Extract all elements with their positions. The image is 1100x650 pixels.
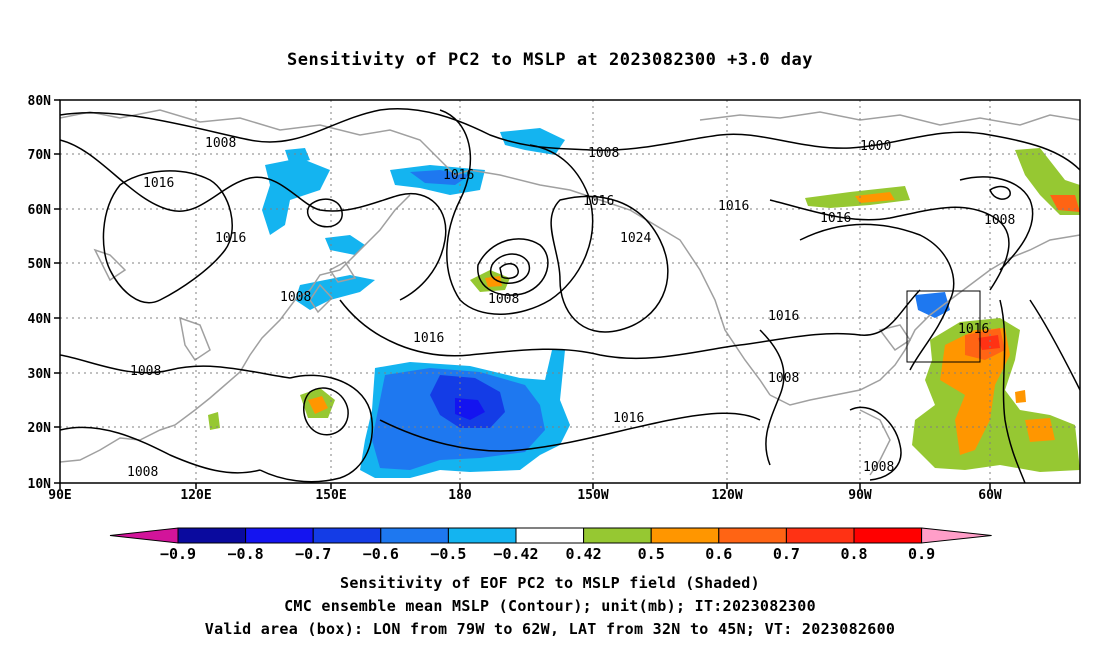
colorbar-segment — [380, 527, 449, 544]
colorbar-right-tip — [921, 527, 992, 544]
grid-lines — [60, 100, 1080, 483]
contour-label: 1016 — [768, 309, 799, 324]
lat-label: 30N — [28, 367, 52, 382]
colorbar-segment — [245, 527, 314, 544]
colorbar-label: −0.42 — [493, 545, 538, 563]
contour-label: 1024 — [620, 231, 651, 246]
negative-sensitivity-north-4 — [325, 235, 365, 255]
contour-label: 1016 — [443, 168, 474, 183]
colorbar-left-tip — [109, 527, 179, 544]
longitude-labels: 90E 120E 150E 180 150W 120W 90W 60W — [48, 488, 1002, 503]
positive-sensitivity-atlantic-east — [1025, 418, 1055, 442]
contour-label: 1008 — [205, 136, 236, 151]
colorbar-label: 0.6 — [705, 545, 732, 563]
caption-valid-area: Valid area (box): LON from 79W to 62W, L… — [204, 620, 896, 638]
contour-label: 1016 — [413, 331, 444, 346]
map-plot-area: 1008 1016 1016 1016 1016 1008 1008 1008 … — [60, 100, 1080, 483]
lon-label: 150E — [315, 488, 346, 503]
positive-sensitivity-small — [208, 412, 220, 430]
colorbar-label: 0.8 — [840, 545, 867, 563]
lon-label: 60W — [978, 488, 1002, 503]
colorbar-segment — [785, 527, 855, 544]
contour-label: 1000 — [860, 139, 891, 154]
contour-label: 1008 — [863, 460, 894, 475]
positive-sensitivity-atlantic-mid — [940, 328, 1010, 455]
positive-sensitivity-atlantic-max — [978, 335, 1000, 350]
colorbar-segment — [177, 527, 247, 544]
colorbar: −0.9 −0.8 −0.7 −0.6 −0.5 −0.42 0.42 0.5 0.6 0.7 0.… — [109, 527, 992, 563]
colorbar-segment — [718, 527, 787, 544]
lon-label: 90E — [48, 488, 71, 503]
positive-sensitivity-canada-core — [855, 192, 895, 203]
axis-ticks — [54, 99, 991, 489]
coastlines — [60, 109, 1080, 476]
colorbar-segment — [312, 527, 382, 544]
contour-label: 1008 — [588, 146, 619, 161]
colorbar-segment — [583, 527, 652, 544]
lat-label: 80N — [28, 94, 52, 109]
contour-label: 1016 — [718, 199, 749, 214]
lon-label: 90W — [848, 488, 872, 503]
contour-label: 1008 — [984, 213, 1015, 228]
colorbar-segment — [515, 527, 585, 544]
caption-shading: Sensitivity of EOF PC2 to MSLP field (Sh… — [340, 574, 760, 592]
contour-label: 1016 — [143, 176, 174, 191]
colorbar-label: −0.5 — [430, 545, 466, 563]
colorbar-label: −0.9 — [160, 545, 196, 563]
contour-label: 1016 — [820, 211, 851, 226]
colorbar-label: 0.7 — [773, 545, 800, 563]
colorbar-segment — [853, 527, 923, 544]
lon-label: 180 — [448, 488, 472, 503]
mslp-contours — [60, 108, 1080, 483]
map-title: Sensitivity of PC2 to MSLP at 2023082300… — [286, 50, 813, 70]
positive-sensitivity-pacific-low-core — [485, 276, 502, 287]
latitude-labels: 80N 70N 60N 50N 40N 30N 20N 10N — [28, 94, 52, 492]
lat-label: 50N — [28, 257, 52, 272]
lon-label: 120W — [711, 488, 742, 503]
lat-label: 70N — [28, 148, 52, 163]
contour-label: 1008 — [130, 364, 161, 379]
lon-label: 120E — [180, 488, 211, 503]
lat-label: 20N — [28, 421, 52, 436]
positive-sensitivity-atlantic-dot — [1015, 390, 1026, 403]
contour-label: 1016 — [583, 194, 614, 209]
contour-label: 1008 — [127, 465, 158, 480]
contour-label: 1016 — [215, 231, 246, 246]
contour-labels: 1008 1016 1016 1016 1016 1008 1008 1008 … — [127, 136, 1015, 480]
contour-label: 1016 — [958, 322, 989, 337]
contour-label: 1016 — [613, 411, 644, 426]
lat-label: 10N — [28, 477, 52, 492]
lon-label: 150W — [577, 488, 608, 503]
map-frame — [59, 99, 1081, 484]
negative-sensitivity-max — [455, 398, 485, 420]
lat-label: 40N — [28, 312, 52, 327]
contour-label: 1008 — [768, 371, 799, 386]
valid-area-box — [906, 290, 981, 363]
negative-sensitivity-north-6 — [285, 148, 310, 165]
colorbar-label: −0.6 — [363, 545, 399, 563]
negative-sensitivity-atlantic — [915, 292, 950, 318]
colorbar-label: −0.8 — [228, 545, 264, 563]
colorbar-segment — [447, 527, 517, 544]
colorbar-label: 0.5 — [638, 545, 665, 563]
colorbar-label: 0.42 — [566, 545, 602, 563]
lat-label: 60N — [28, 203, 52, 218]
negative-sensitivity-north-1 — [262, 158, 330, 235]
negative-sensitivity-north-2-core — [410, 170, 470, 185]
positive-sensitivity-west-pacific-core — [308, 396, 328, 414]
contour-label: 1008 — [280, 290, 311, 305]
colorbar-label: 0.9 — [908, 545, 935, 563]
caption-contour: CMC ensemble mean MSLP (Contour); unit(m… — [284, 597, 816, 615]
contour-label: 1008 — [488, 292, 519, 307]
colorbar-segment — [650, 527, 720, 544]
colorbar-label: −0.7 — [295, 545, 331, 563]
positive-sensitivity-greenland-core — [1050, 195, 1080, 212]
